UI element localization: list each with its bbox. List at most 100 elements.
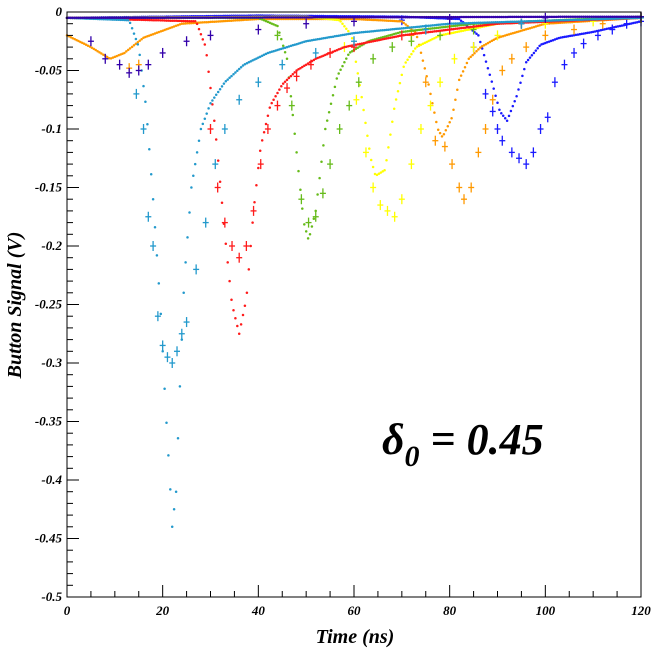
series-6-point [314, 16, 317, 19]
series-1-point [117, 54, 120, 57]
series-4-point [144, 18, 147, 22]
series-6-point [213, 16, 216, 19]
series-3-point [304, 230, 308, 233]
series-4-point [404, 33, 407, 37]
series-5-point [471, 21, 474, 25]
series-3-point [377, 37, 381, 40]
series-4-point [467, 25, 471, 29]
series-6-point [582, 15, 585, 19]
series-1-point [207, 20, 210, 24]
series-0-point [496, 101, 499, 104]
series-5-point [547, 19, 551, 22]
series-0-point [486, 66, 490, 70]
series-0-point [505, 119, 509, 123]
series-5-point [352, 31, 356, 35]
series-6-point [192, 16, 195, 19]
series-0-point [500, 112, 503, 115]
series-6-point [538, 15, 541, 19]
series-6-point [132, 16, 136, 19]
series-1-point [431, 102, 434, 105]
series-5-point [429, 24, 432, 27]
series-5-point [517, 20, 520, 23]
series-0-point [568, 34, 572, 38]
series-5-point [582, 18, 585, 21]
series-5-point [609, 17, 612, 21]
series-5-point [486, 21, 490, 24]
series-5-point [561, 18, 564, 22]
series-1-point [511, 31, 515, 35]
series-4-point [377, 38, 381, 42]
series-5-point [182, 291, 185, 295]
series-6-point [157, 16, 161, 19]
series-1-point [369, 18, 373, 22]
series-6-point [576, 15, 580, 19]
x-tick-label: 60 [348, 603, 362, 618]
series-5-point [364, 30, 367, 34]
series-2-point [467, 28, 471, 31]
series-6-point [517, 15, 520, 19]
series-5-point [333, 35, 337, 38]
series-4-point [360, 42, 363, 45]
series-6-point [71, 16, 74, 20]
series-6-point [634, 15, 637, 18]
series-6-point [304, 16, 308, 19]
series-1-point [180, 22, 184, 25]
series-5-point [272, 49, 275, 53]
series-0-point [536, 47, 539, 50]
series-1-point [526, 27, 530, 31]
series-5-point [327, 36, 331, 39]
series-4-point [148, 18, 151, 22]
series-5-point [480, 21, 484, 24]
series-0-point [605, 27, 608, 31]
series-1-point [136, 41, 140, 44]
series-2-point [350, 37, 354, 40]
series-5-point [341, 33, 344, 37]
series-6-point [584, 15, 587, 19]
series-1-point [501, 34, 505, 38]
series-5-point [306, 39, 310, 43]
series-4-point [255, 183, 258, 187]
series-3-point [433, 26, 436, 30]
series-6-point [190, 16, 193, 19]
series-6-point [381, 15, 384, 19]
series-5-point [570, 18, 574, 22]
series-6-point [632, 15, 635, 18]
series-0-point [614, 25, 618, 29]
series-5-point [496, 20, 499, 24]
series-1-point [226, 19, 229, 23]
series-5-point [190, 186, 193, 189]
series-0-point [567, 34, 570, 38]
series-6-point [624, 15, 627, 18]
series-5-point [421, 25, 425, 28]
series-6-point [519, 15, 522, 19]
series-6-point [630, 15, 633, 18]
series-2-point [387, 146, 390, 149]
y-tick-label: -0.4 [41, 472, 62, 487]
series-1-point [111, 56, 115, 59]
series-4-point [216, 159, 220, 162]
series-1-point [148, 34, 151, 37]
series-4-point [293, 71, 296, 74]
series-6-point [144, 16, 147, 19]
series-5-point [545, 19, 549, 22]
series-5-point [148, 148, 151, 151]
series-6-point [193, 16, 197, 19]
series-1-point [471, 53, 474, 57]
series-6-point [618, 15, 622, 18]
series-4-point [348, 44, 352, 48]
series-1-point [213, 20, 216, 23]
series-1-point [425, 75, 428, 78]
series-1-point [450, 117, 453, 120]
series-6-point [343, 16, 346, 19]
series-6-point [345, 16, 348, 19]
series-4-point [371, 40, 375, 43]
series-2-point [331, 18, 335, 21]
series-5-point [146, 123, 149, 126]
series-0-point [588, 31, 591, 34]
series-4-point [182, 19, 185, 23]
series-1-point [71, 36, 74, 40]
series-5-point [220, 85, 224, 88]
series-6-point [184, 16, 187, 19]
series-1-point [373, 18, 377, 22]
